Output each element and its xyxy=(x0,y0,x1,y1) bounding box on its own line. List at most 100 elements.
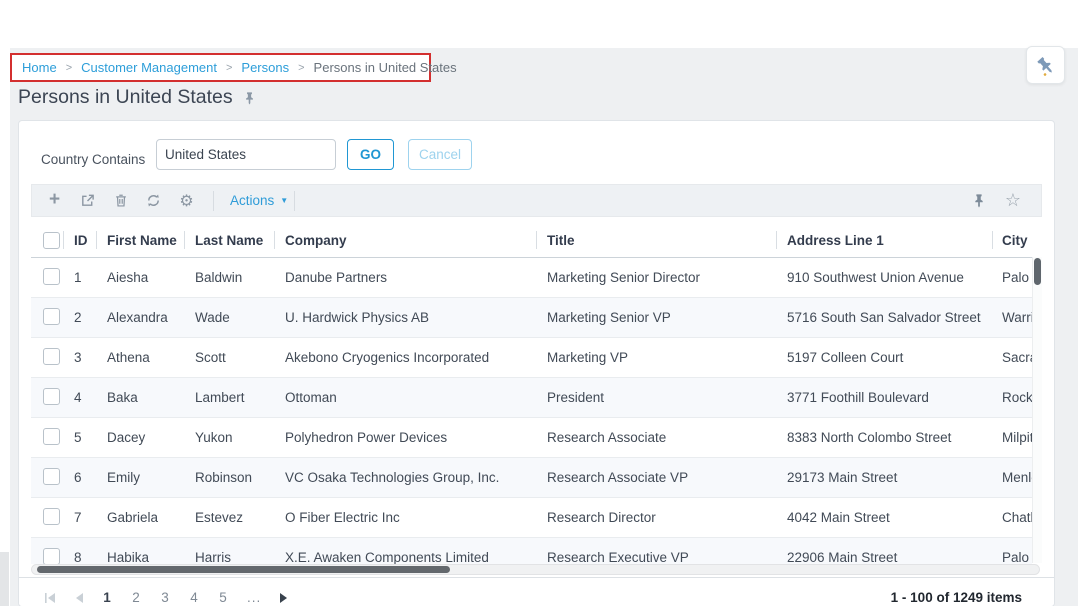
column-header-city[interactable]: City xyxy=(992,223,1032,257)
cell-id: 8 xyxy=(74,550,82,564)
cell-address: 910 Southwest Union Avenue xyxy=(787,270,964,285)
cell-title: Research Associate VP xyxy=(547,470,689,485)
cell-city: Palo A xyxy=(1002,550,1032,564)
cell-title: Research Director xyxy=(547,510,656,525)
breadcrumb-home[interactable]: Home xyxy=(22,60,57,75)
next-page-icon[interactable] xyxy=(280,592,288,603)
cell-first-name: Aiesha xyxy=(107,270,149,285)
cell-title: Research Associate xyxy=(547,430,667,445)
vertical-scroll-thumb[interactable] xyxy=(1034,258,1041,285)
refresh-icon[interactable] xyxy=(145,192,162,209)
prev-page-icon[interactable] xyxy=(75,592,83,603)
cell-first-name: Dacey xyxy=(107,430,146,445)
table-row[interactable]: 6 Emily Robinson VC Osaka Technologies G… xyxy=(31,458,1032,498)
row-checkbox[interactable] xyxy=(43,347,60,365)
add-record-icon[interactable]: + xyxy=(48,189,61,210)
page-number-2[interactable]: 2 xyxy=(132,590,140,605)
cell-first-name: Emily xyxy=(107,470,140,485)
actions-dropdown[interactable]: Actions ▼ xyxy=(230,193,288,208)
column-header-address[interactable]: Address Line 1 xyxy=(776,223,992,257)
table-row[interactable]: 3 Athena Scott Akebono Cryogenics Incorp… xyxy=(31,338,1032,378)
cell-city: Palo A xyxy=(1002,270,1032,285)
cell-first-name: Gabriela xyxy=(107,510,159,525)
cell-city: Chath xyxy=(1002,510,1032,525)
cell-last-name: Estevez xyxy=(195,510,244,525)
cell-id: 3 xyxy=(74,350,82,365)
table-row[interactable]: 4 Baka Lambert Ottoman President 3771 Fo… xyxy=(31,378,1032,418)
cell-last-name: Robinson xyxy=(195,470,253,485)
horizontal-scroll-thumb[interactable] xyxy=(37,566,450,573)
table-row[interactable]: 8 Habika Harris X.E. Awaken Components L… xyxy=(31,538,1032,564)
go-button[interactable]: GO xyxy=(347,139,394,170)
cell-city: Menlo xyxy=(1002,470,1032,485)
breadcrumb: Home > Customer Management > Persons > P… xyxy=(10,53,457,82)
cell-last-name: Scott xyxy=(195,350,226,365)
float-pin-button[interactable] xyxy=(1026,46,1065,84)
title-pin-icon[interactable] xyxy=(243,91,256,105)
row-checkbox[interactable] xyxy=(43,427,60,445)
cell-company: Danube Partners xyxy=(285,270,388,285)
row-checkbox[interactable] xyxy=(43,387,60,405)
page-number-3[interactable]: 3 xyxy=(161,590,169,605)
table-row[interactable]: 5 Dacey Yukon Polyhedron Power Devices R… xyxy=(31,418,1032,458)
cancel-button[interactable]: Cancel xyxy=(408,139,472,170)
row-checkbox[interactable] xyxy=(43,467,60,485)
grid-vertical-scrollbar[interactable] xyxy=(1032,257,1042,563)
cell-first-name: Baka xyxy=(107,390,138,405)
grid-body: 1 Aiesha Baldwin Danube Partners Marketi… xyxy=(31,258,1032,564)
breadcrumb-persons[interactable]: Persons xyxy=(241,60,290,75)
breadcrumb-separator: > xyxy=(298,61,305,74)
column-header-first-name[interactable]: First Name xyxy=(96,223,184,257)
filter-value-input[interactable] xyxy=(156,139,336,170)
cell-id: 6 xyxy=(74,470,82,485)
first-page-icon[interactable] xyxy=(45,592,56,603)
cell-address: 5197 Colleen Court xyxy=(787,350,904,365)
table-row[interactable]: 1 Aiesha Baldwin Danube Partners Marketi… xyxy=(31,258,1032,298)
filter-label: Country Contains xyxy=(41,152,146,167)
grid-horizontal-scrollbar[interactable] xyxy=(31,564,1040,575)
cell-company: Akebono Cryogenics Incorporated xyxy=(285,350,490,365)
cell-first-name: Athena xyxy=(107,350,150,365)
table-row[interactable]: 2 Alexandra Wade U. Hardwick Physics AB … xyxy=(31,298,1032,338)
favorite-star-icon[interactable]: ☆ xyxy=(1004,189,1021,211)
cell-address: 22906 Main Street xyxy=(787,550,898,564)
settings-gear-icon[interactable]: ⚙ xyxy=(179,190,194,210)
cell-city: Warri xyxy=(1002,310,1032,325)
cell-address: 5716 South San Salvador Street xyxy=(787,310,981,325)
export-icon[interactable] xyxy=(79,192,96,209)
cell-first-name: Alexandra xyxy=(107,310,168,325)
pushpin-icon xyxy=(1036,56,1055,76)
column-header-company[interactable]: Company xyxy=(274,223,536,257)
toolbar-divider xyxy=(213,190,214,211)
cell-company: VC Osaka Technologies Group, Inc. xyxy=(285,470,500,485)
cell-last-name: Wade xyxy=(195,310,230,325)
breadcrumb-current: Persons in United States xyxy=(313,60,457,75)
cell-city: Rock xyxy=(1002,390,1032,405)
table-row[interactable]: 7 Gabriela Estevez O Fiber Electric Inc … xyxy=(31,498,1032,538)
column-header-id[interactable]: ID xyxy=(63,223,96,257)
cell-city: Milpit xyxy=(1002,430,1032,445)
cell-address: 29173 Main Street xyxy=(787,470,898,485)
select-all-checkbox[interactable] xyxy=(43,231,60,249)
page-number-1[interactable]: 1 xyxy=(103,590,111,605)
left-edge-scrollbar[interactable] xyxy=(0,552,9,606)
cell-last-name: Harris xyxy=(195,550,231,564)
cell-id: 4 xyxy=(74,390,82,405)
cell-id: 7 xyxy=(74,510,82,525)
column-header-last-name[interactable]: Last Name xyxy=(184,223,274,257)
row-checkbox[interactable] xyxy=(43,267,60,285)
page-number-5[interactable]: 5 xyxy=(219,590,227,605)
cell-title: Marketing Senior Director xyxy=(547,270,701,285)
column-header-title[interactable]: Title xyxy=(536,223,776,257)
cell-company: Ottoman xyxy=(285,390,337,405)
page-number-4[interactable]: 4 xyxy=(190,590,198,605)
row-checkbox[interactable] xyxy=(43,507,60,525)
delete-icon[interactable] xyxy=(112,192,129,209)
breadcrumb-customer-management[interactable]: Customer Management xyxy=(81,60,217,75)
row-checkbox[interactable] xyxy=(43,307,60,325)
toolbar-pin-icon[interactable] xyxy=(972,193,986,208)
grid-toolbar: + ⚙ Actions ▼ xyxy=(31,184,1042,217)
cell-company: O Fiber Electric Inc xyxy=(285,510,400,525)
row-checkbox[interactable] xyxy=(43,547,60,564)
